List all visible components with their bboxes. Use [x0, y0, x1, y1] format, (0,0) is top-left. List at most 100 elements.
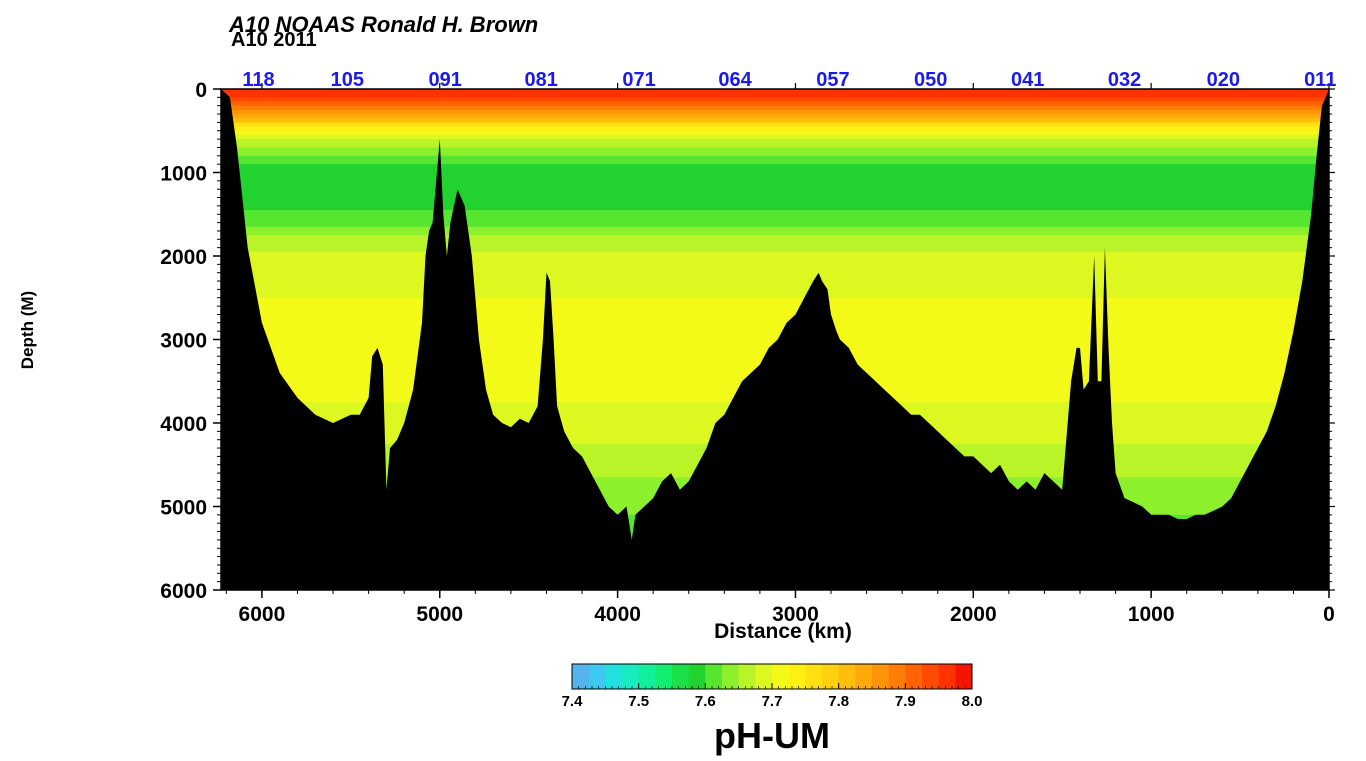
station-label: 041 — [1011, 69, 1044, 91]
ph-band — [221, 151, 1329, 157]
colorbar-tick-label: 7.5 — [628, 693, 649, 710]
colorbar-swatch — [672, 664, 690, 689]
ph-band — [221, 289, 1329, 295]
ph-band — [221, 210, 1329, 215]
colorbar-tick-label: 7.8 — [828, 693, 849, 710]
ph-band — [221, 322, 1329, 328]
ph-band — [221, 122, 1329, 128]
ph-band — [221, 285, 1329, 290]
x-tick-label: 0 — [1323, 603, 1335, 626]
colorbar-swatch — [738, 664, 756, 689]
ph-band — [221, 109, 1329, 115]
ph-band — [221, 230, 1329, 236]
ph-band — [221, 130, 1329, 136]
ph-band — [221, 268, 1329, 274]
ph-band — [221, 189, 1329, 194]
colorbar-label: pH-UM — [714, 715, 830, 756]
colorbar-swatch — [955, 664, 973, 689]
x-tick-label: 5000 — [416, 603, 463, 626]
x-tick-label: 3000 — [772, 603, 819, 626]
ph-band — [221, 139, 1329, 144]
ph-band — [221, 201, 1329, 207]
ph-band — [221, 168, 1329, 174]
colorbar-swatch — [705, 664, 723, 689]
ph-band — [221, 197, 1329, 203]
ph-band — [221, 314, 1329, 320]
colorbar-tick-label: 8.0 — [962, 693, 983, 710]
colorbar-swatch — [922, 664, 940, 689]
ph-band — [221, 264, 1329, 270]
colorbar-swatch — [572, 664, 590, 689]
station-label: 011 — [1304, 69, 1336, 91]
ph-band — [221, 164, 1329, 169]
ph-band — [221, 93, 1329, 98]
seafloor-bathymetry — [221, 89, 1329, 590]
ph-band — [221, 272, 1329, 278]
ph-band — [221, 256, 1329, 261]
ph-band — [221, 89, 1329, 94]
colorbar-swatch — [905, 664, 923, 689]
ph-band — [221, 297, 1329, 303]
x-tick-label: 2000 — [950, 603, 997, 626]
ph-band — [221, 155, 1329, 161]
ph-band — [221, 276, 1329, 282]
ph-band — [221, 180, 1329, 186]
ph-band — [221, 118, 1329, 123]
station-label: 118 — [242, 69, 274, 91]
ph-band — [221, 159, 1329, 165]
ph-band — [221, 326, 1329, 332]
ph-band — [221, 97, 1329, 103]
colorbar-tick-label: 7.7 — [762, 693, 783, 710]
colorbar-swatch — [888, 664, 906, 689]
ph-band — [221, 172, 1329, 178]
ph-band — [221, 260, 1329, 265]
x-axis-label: Distance (km) — [714, 620, 852, 643]
chart-subtitle: A10 2011 — [231, 29, 317, 51]
ph-band — [221, 310, 1329, 316]
colorbar-swatch — [938, 664, 956, 689]
colorbar-swatch — [822, 664, 840, 689]
ph-band — [221, 218, 1329, 224]
y-tick-label: 3000 — [160, 330, 207, 353]
ph-band — [221, 306, 1329, 311]
ph-band — [221, 281, 1329, 286]
ph-band — [221, 205, 1329, 211]
ph-band — [221, 235, 1329, 240]
colorbar-swatch — [805, 664, 823, 689]
ph-band — [221, 114, 1329, 119]
ph-band — [221, 293, 1329, 299]
station-label: 050 — [914, 69, 947, 91]
colorbar-tick-label: 7.6 — [695, 693, 716, 710]
y-tick-label: 6000 — [160, 580, 207, 603]
chart-title: A10 NOAAS Ronald H. Brown — [229, 12, 539, 37]
ph-band — [221, 318, 1329, 324]
ph-band — [221, 222, 1329, 228]
ph-band — [221, 176, 1329, 182]
station-label: 081 — [525, 69, 558, 91]
colorbar-swatch — [872, 664, 890, 689]
station-label: 071 — [622, 69, 655, 91]
ph-band — [221, 331, 1329, 336]
colorbar-swatch — [788, 664, 806, 689]
ph-band — [221, 251, 1329, 257]
colorbar-swatch — [605, 664, 623, 689]
colorbar-tick-label: 7.4 — [562, 693, 584, 710]
colorbar-swatch — [838, 664, 856, 689]
ph-band — [221, 335, 1329, 341]
ph-band — [221, 301, 1329, 307]
y-tick-label: 2000 — [160, 246, 207, 269]
y-tick-label: 0 — [195, 79, 207, 102]
station-label: 091 — [429, 69, 462, 91]
ph-band — [221, 185, 1329, 190]
ph-band — [221, 147, 1329, 153]
ph-band — [221, 134, 1329, 140]
colorbar-swatch — [855, 664, 873, 689]
y-tick-label: 1000 — [160, 163, 207, 186]
ph-band — [221, 105, 1329, 111]
ph-band — [221, 214, 1329, 220]
ph-band — [221, 239, 1329, 245]
ph-band — [221, 193, 1329, 199]
colorbar-tick-label: 7.9 — [895, 693, 916, 710]
colorbar-swatch — [638, 664, 656, 689]
